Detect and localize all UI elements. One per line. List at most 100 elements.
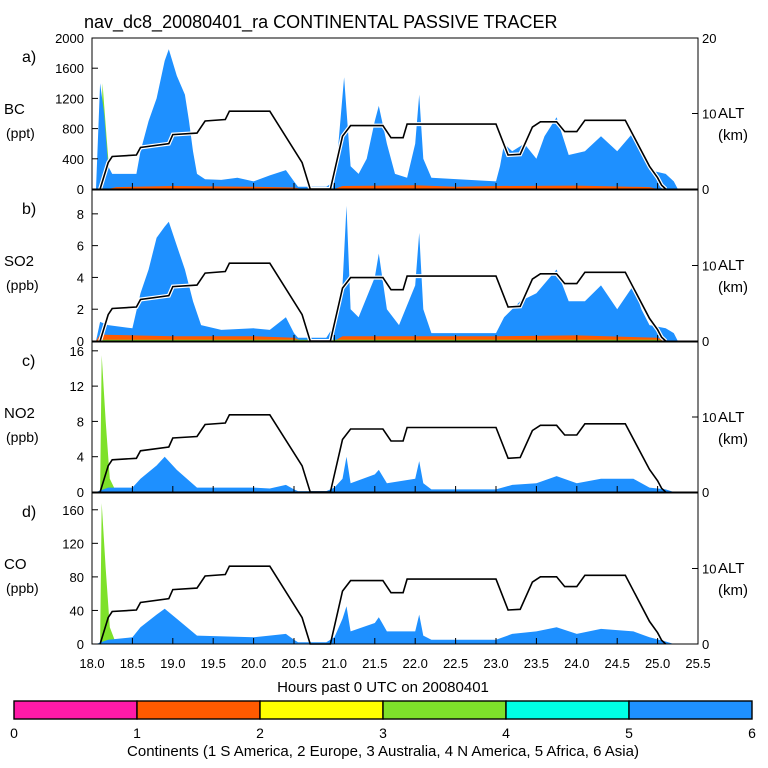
alt-axis-unit: (km): [718, 279, 748, 296]
altitude-line: [99, 565, 667, 645]
x-tick-label: 18.0: [79, 656, 104, 671]
y-tick-label: 12: [70, 379, 84, 394]
colorbar-segment-2: [136, 700, 261, 720]
panel-unit: (ppt): [6, 125, 35, 141]
x-tick-label: 24.0: [564, 656, 589, 671]
y-tick-label: 120: [62, 536, 84, 551]
panel-letter: a): [22, 49, 36, 66]
altitude-line: [99, 110, 667, 190]
y-tick-label: 2000: [55, 31, 84, 46]
series-area-europe: [96, 334, 666, 341]
colorbar-tick-label: 6: [748, 725, 756, 741]
x-axis: 18.0 18.5 19.0 19.5 20.0 20.5 21.0 21.5 22.0 22.5…: [79, 656, 710, 671]
colorbar-label: Continents (1 S America, 2 Europe, 3 Aus…: [127, 743, 639, 760]
colorbar-segment-5: [505, 700, 630, 720]
colorbar: 0 1 2 3 4 5 6: [10, 700, 756, 741]
colorbar-tick-label: 4: [502, 725, 510, 741]
alt-axis-unit: (km): [718, 582, 748, 599]
altitude-line: [99, 414, 667, 493]
colorbar-tick-label: 2: [256, 725, 264, 741]
alt-tick-label: 10: [702, 259, 716, 274]
colorbar-tick-label: 3: [379, 725, 387, 741]
y-tick-label: 1600: [55, 61, 84, 76]
series-area-asia: [96, 456, 674, 492]
colorbar-tick-label: 1: [133, 725, 141, 741]
y-tick-label: 4: [77, 270, 84, 285]
alt-tick-label: 10: [702, 107, 716, 122]
colorbar-segment-3: [259, 700, 384, 720]
altitude-line: [99, 262, 667, 342]
panel-frame: [91, 341, 699, 493]
series-area-asia: [96, 606, 674, 644]
alt-tick-label: 20: [702, 31, 716, 46]
panel-unit: (ppb): [6, 277, 39, 293]
panel-species: BC: [4, 101, 25, 118]
series-area-europe: [108, 185, 658, 189]
panels-group: 040080012001600200001020a)BC(ppt)ALT(km)…: [4, 31, 748, 652]
x-tick-label: 19.5: [201, 656, 226, 671]
panel-co: 0 40 80 120 160 0 10 d) CO (ppb) ALT (km): [4, 492, 748, 652]
series-area-n-america: [100, 503, 117, 644]
alt-axis-label: ALT: [718, 409, 744, 426]
y-tick-label: 400: [62, 152, 84, 167]
panel-unit: (ppb): [6, 580, 39, 596]
colorbar-segment-4: [382, 700, 507, 720]
panel-species: NO2: [4, 405, 35, 422]
x-tick-label: 21.5: [362, 656, 387, 671]
alt-tick-label: 10: [702, 410, 716, 425]
y-tick-label: 0: [77, 637, 84, 652]
panel-species: CO: [4, 556, 27, 573]
x-tick-label: 23.0: [483, 656, 508, 671]
alt-tick-label: 0: [702, 637, 709, 652]
panel-letter: c): [22, 353, 35, 370]
x-tick-label: 22.0: [403, 656, 428, 671]
x-tick-label: 18.5: [120, 656, 145, 671]
panel-frame: [91, 492, 699, 645]
x-tick-label: 25.5: [685, 656, 710, 671]
panel-no2: 0 4 8 12 16 0 10 c) NO2 (ppb) ALT (km): [4, 341, 748, 500]
x-tick-label: 19.0: [160, 656, 185, 671]
alt-tick-label: 0: [702, 182, 709, 197]
y-tick-label: 2: [77, 302, 84, 317]
x-tick-label: 24.5: [605, 656, 630, 671]
alt-axis-unit: (km): [718, 127, 748, 144]
y-tick-label: 0: [77, 182, 84, 197]
panel-letter: b): [22, 201, 36, 218]
panel-letter: d): [22, 504, 36, 521]
x-tick-label: 25.0: [645, 656, 670, 671]
x-tick-label: 23.5: [524, 656, 549, 671]
y-tick-label: 8: [77, 207, 84, 222]
alt-axis-label: ALT: [718, 257, 744, 274]
y-tick-label: 16: [70, 344, 84, 359]
colorbar-tick-label: 0: [10, 725, 18, 741]
y-tick-label: 1200: [55, 91, 84, 106]
series-area-asia: [96, 49, 678, 189]
colorbar-tick-label: 5: [625, 725, 633, 741]
alt-tick-label: 0: [702, 485, 709, 500]
panel-species: SO2: [4, 253, 34, 270]
series-area-asia: [96, 205, 678, 341]
x-axis-label: Hours past 0 UTC on 20080401: [277, 679, 489, 696]
y-tick-label: 0: [77, 334, 84, 349]
y-tick-label: 80: [70, 570, 84, 585]
x-tick-label: 21.0: [322, 656, 347, 671]
series-area-n-america: [100, 355, 117, 492]
y-tick-label: 4: [77, 450, 84, 465]
figure-title: nav_dc8_20080401_ra CONTINENTAL PASSIVE …: [84, 12, 558, 33]
y-tick-label: 6: [77, 239, 84, 254]
alt-tick-label: 0: [702, 334, 709, 349]
x-tick-label: 20.0: [241, 656, 266, 671]
y-tick-label: 800: [62, 122, 84, 137]
colorbar-segment-1: [13, 700, 138, 720]
y-tick-label: 8: [77, 414, 84, 429]
panel-bc: 0 400 800 1200 1600 2000 0 10 20 a) BC (ppt) ALT (km): [4, 31, 748, 197]
alt-axis-unit: (km): [718, 431, 748, 448]
panel-so2: 0 2 4 6 8 0 10 b) SO2 (ppb) ALT (km): [4, 189, 748, 349]
alt-tick-label: 10: [702, 562, 716, 577]
panel-unit: (ppb): [6, 429, 39, 445]
y-tick-label: 40: [70, 603, 84, 618]
alt-axis-label: ALT: [718, 105, 744, 122]
x-tick-label: 20.5: [281, 656, 306, 671]
y-tick-label: 0: [77, 485, 84, 500]
